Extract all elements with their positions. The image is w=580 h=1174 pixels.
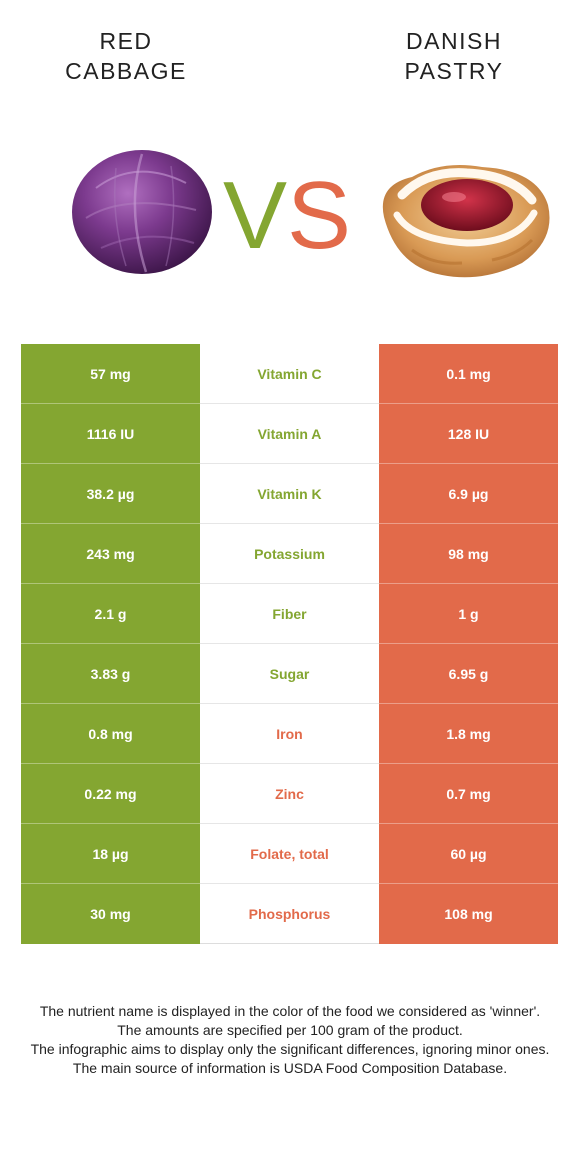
nutrient-name: Potassium: [200, 524, 379, 584]
nutrient-name: Vitamin C: [200, 344, 379, 404]
danish-pastry-value: 98 mg: [379, 524, 558, 584]
danish-pastry-value: 108 mg: [379, 884, 558, 944]
table-row: 57 mg Vitamin C 0.1 mg: [21, 344, 558, 404]
table-row: 3.83 g Sugar 6.95 g: [21, 644, 558, 704]
table-row: 2.1 g Fiber 1 g: [21, 584, 558, 644]
danish-pastry-value: 6.9 µg: [379, 464, 558, 524]
footnote-line: The amounts are specified per 100 gram o…: [117, 1022, 463, 1038]
vs-v: V: [222, 162, 287, 269]
red-cabbage-image: [72, 150, 212, 274]
nutrient-name: Iron: [200, 704, 379, 764]
vs-label: VS: [222, 168, 352, 264]
danish-pastry-value: 60 µg: [379, 824, 558, 884]
table-row: 38.2 µg Vitamin K 6.9 µg: [21, 464, 558, 524]
red-cabbage-value: 57 mg: [21, 344, 200, 404]
footnote-line: The main source of information is USDA F…: [72, 1060, 508, 1076]
vs-s: S: [287, 162, 352, 269]
red-cabbage-value: 18 µg: [21, 824, 200, 884]
danish-pastry-value: 0.7 mg: [379, 764, 558, 824]
food-title-left: RED CABBAGE: [65, 28, 187, 84]
red-cabbage-value: 38.2 µg: [21, 464, 200, 524]
danish-pastry-value: 1 g: [379, 584, 558, 644]
red-cabbage-value: 1116 IU: [21, 404, 200, 464]
nutrient-name: Sugar: [200, 644, 379, 704]
danish-pastry-value: 1.8 mg: [379, 704, 558, 764]
red-cabbage-value: 30 mg: [21, 884, 200, 944]
red-cabbage-value: 0.22 mg: [21, 764, 200, 824]
red-cabbage-value: 2.1 g: [21, 584, 200, 644]
red-cabbage-value: 243 mg: [21, 524, 200, 584]
table-row: 0.22 mg Zinc 0.7 mg: [21, 764, 558, 824]
nutrient-name: Vitamin A: [200, 404, 379, 464]
table-row: 243 mg Potassium 98 mg: [21, 524, 558, 584]
nutrient-name: Phosphorus: [200, 884, 379, 944]
danish-pastry-value: 6.95 g: [379, 644, 558, 704]
danish-pastry-value: 128 IU: [379, 404, 558, 464]
table-row: 1116 IU Vitamin A 128 IU: [21, 404, 558, 464]
table-row: 18 µg Folate, total 60 µg: [21, 824, 558, 884]
nutrient-name: Zinc: [200, 764, 379, 824]
danish-pastry-value: 0.1 mg: [379, 344, 558, 404]
nutrient-name: Fiber: [200, 584, 379, 644]
danish-pastry-image: [382, 164, 550, 278]
nutrient-name: Vitamin K: [200, 464, 379, 524]
food-title-right: DANISH PASTRY: [404, 28, 504, 84]
footnote-line: The infographic aims to display only the…: [30, 1041, 550, 1057]
footnote-line: The nutrient name is displayed in the co…: [39, 1003, 541, 1019]
nutrient-name: Folate, total: [200, 824, 379, 884]
nutrient-comparison-table: 57 mg Vitamin C 0.1 mg 1116 IU Vitamin A 128 …: [21, 344, 558, 944]
table-row: 0.8 mg Iron 1.8 mg: [21, 704, 558, 764]
footnote: The nutrient name is displayed in the co…: [18, 1002, 562, 1078]
table-row: 30 mg Phosphorus 108 mg: [21, 884, 558, 944]
red-cabbage-value: 0.8 mg: [21, 704, 200, 764]
red-cabbage-value: 3.83 g: [21, 644, 200, 704]
